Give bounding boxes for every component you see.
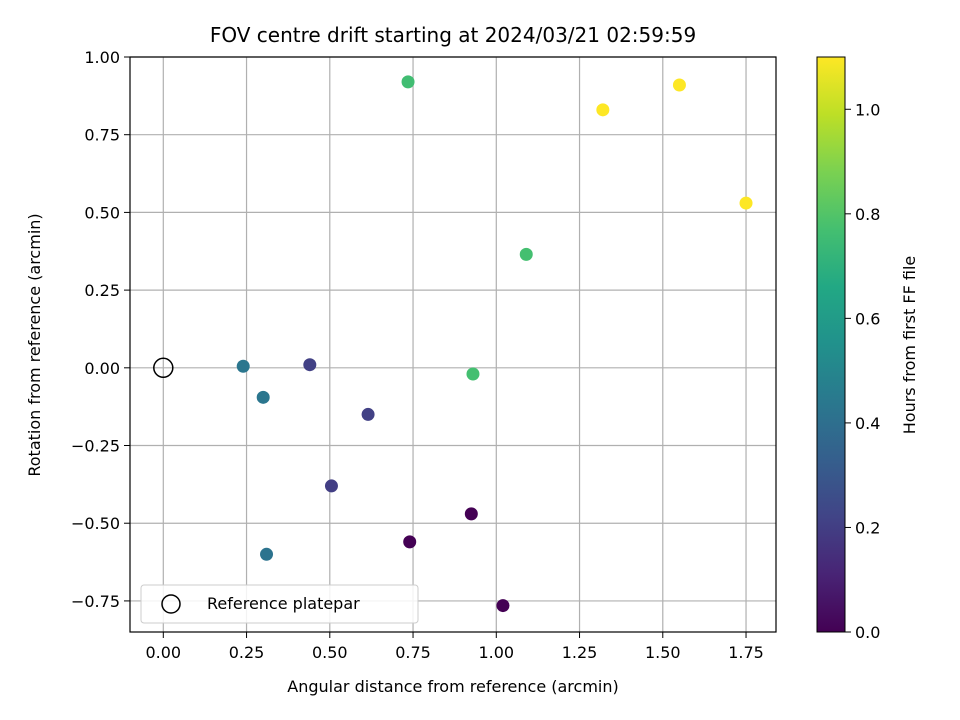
x-tick-label: 0.25 xyxy=(229,643,265,662)
colorbar-tick-label: 0.4 xyxy=(855,414,880,433)
reference-platepar-marker xyxy=(153,357,174,379)
plot-frame xyxy=(129,56,777,633)
y-tick-label: −0.25 xyxy=(71,437,120,456)
scatter-points xyxy=(153,75,753,613)
colorbar-tick-label: 1.0 xyxy=(855,100,880,119)
x-tick-label: 1.00 xyxy=(478,643,514,662)
colorbar-tick-label: 0.0 xyxy=(855,623,880,642)
data-point xyxy=(401,75,415,89)
y-tick-label: −0.50 xyxy=(71,514,120,533)
x-tick-label: 0.00 xyxy=(145,643,181,662)
legend-label-reference: Reference platepar xyxy=(207,594,360,613)
data-point xyxy=(496,599,510,613)
data-point xyxy=(672,78,686,92)
y-axis-label: Rotation from reference (arcmin) xyxy=(25,213,44,476)
data-point xyxy=(236,359,250,373)
data-point xyxy=(256,390,270,404)
legend: Reference platepar xyxy=(140,584,419,624)
data-point xyxy=(303,358,317,372)
colorbar-gradient xyxy=(816,56,846,633)
x-tick-label: 0.75 xyxy=(395,643,431,662)
y-tick-label: 0.25 xyxy=(84,281,120,300)
colorbar-tick-label: 0.6 xyxy=(855,309,880,328)
y-tick-label: 0.50 xyxy=(84,203,120,222)
data-point xyxy=(596,103,610,117)
data-point xyxy=(739,196,753,210)
data-point xyxy=(260,547,274,561)
chart-title: FOV centre drift starting at 2024/03/21 … xyxy=(210,23,696,47)
colorbar-ticks: 0.0 0.2 0.4 0.6 0.8 1.0 xyxy=(845,100,880,642)
axis-ticks: 0.00 0.25 0.50 0.75 1.00 1.25 1.50 1.75 1.00 0.75… xyxy=(71,48,764,662)
legend-marker-reference xyxy=(161,594,181,614)
data-point xyxy=(361,407,375,421)
y-tick-label: 0.00 xyxy=(84,359,120,378)
x-tick-label: 1.25 xyxy=(562,643,598,662)
colorbar-label: Hours from first FF file xyxy=(900,256,919,435)
grid-lines xyxy=(130,56,776,632)
data-point xyxy=(464,507,478,521)
y-tick-label: 0.75 xyxy=(84,126,120,145)
x-tick-label: 0.50 xyxy=(312,643,348,662)
x-tick-label: 1.75 xyxy=(728,643,764,662)
colorbar-tick-label: 0.8 xyxy=(855,205,880,224)
x-tick-label: 1.50 xyxy=(645,643,681,662)
y-tick-label: 1.00 xyxy=(84,48,120,67)
data-point xyxy=(324,479,338,493)
data-point xyxy=(519,247,533,261)
data-point xyxy=(466,367,480,381)
data-point xyxy=(403,535,417,549)
x-axis-label: Angular distance from reference (arcmin) xyxy=(287,677,618,696)
legend-box xyxy=(140,584,419,624)
y-tick-label: −0.75 xyxy=(71,592,120,611)
colorbar: 0.0 0.2 0.4 0.6 0.8 1.0 Hours from first FF f… xyxy=(816,56,919,642)
colorbar-tick-label: 0.2 xyxy=(855,518,880,537)
